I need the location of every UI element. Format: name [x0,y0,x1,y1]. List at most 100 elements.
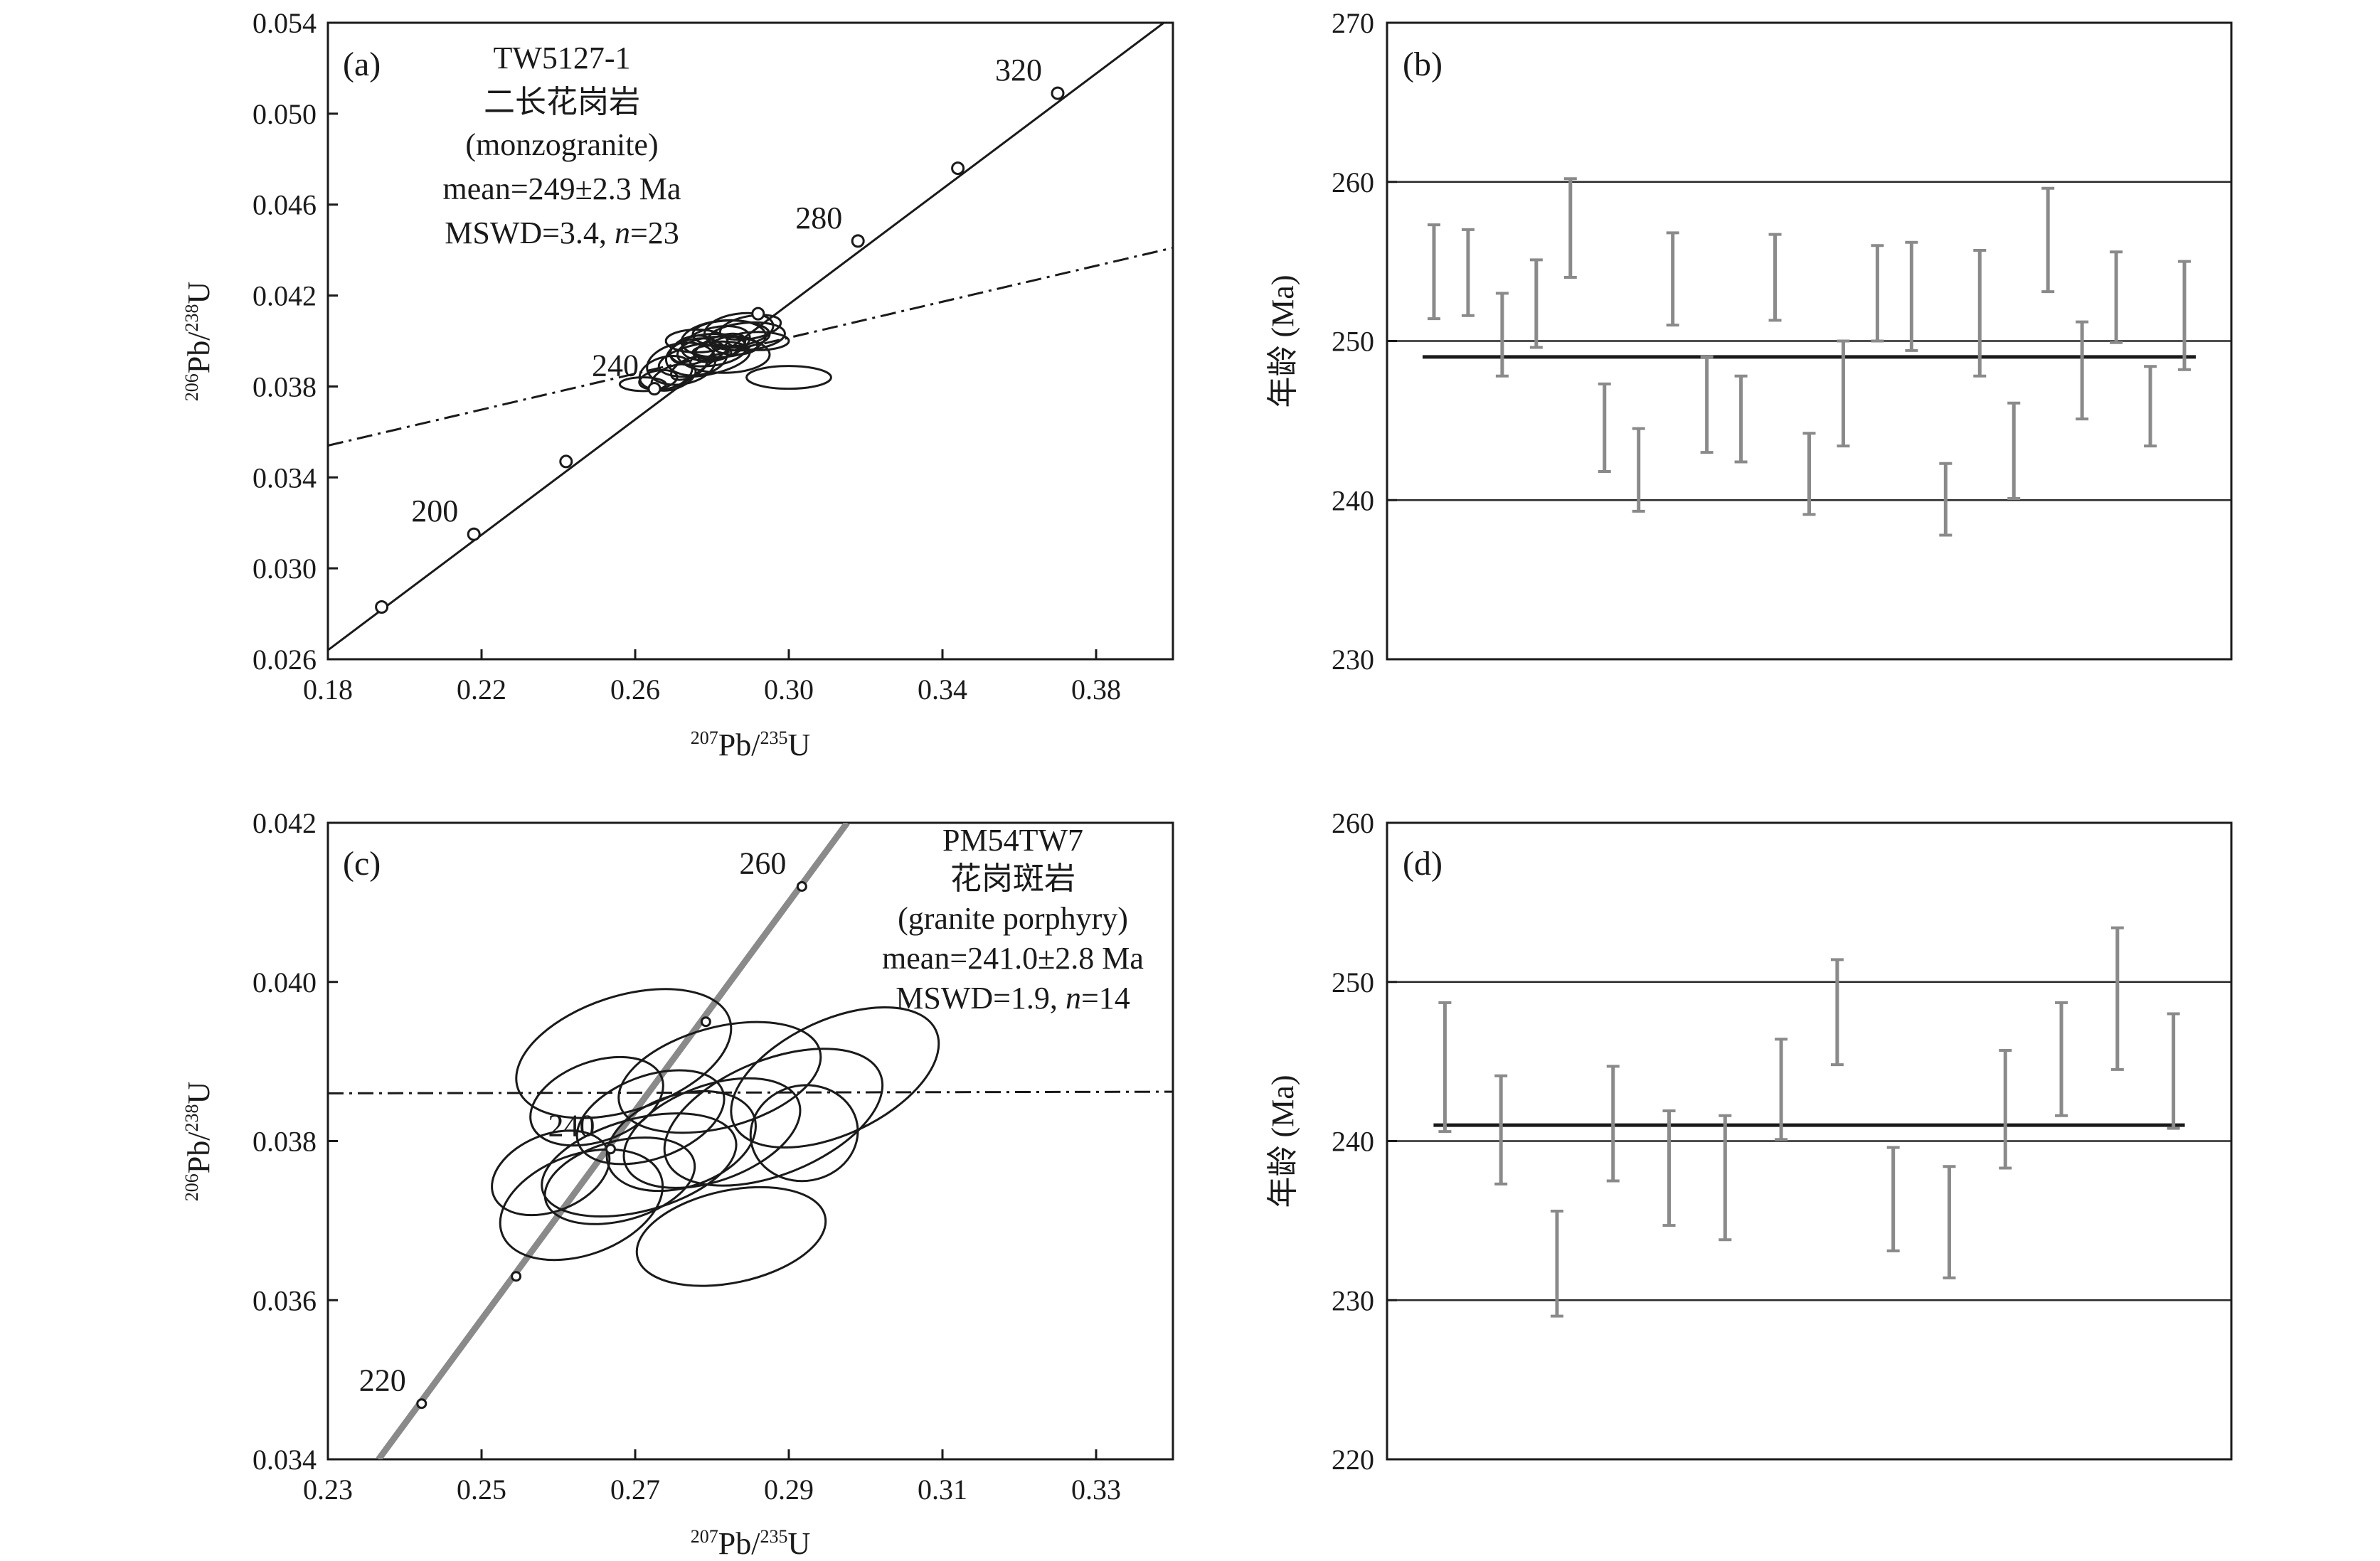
error-bar [1830,958,1844,1067]
concordia-age-point [375,600,389,614]
x-tick-label: 0.33 [1071,1474,1121,1506]
x-tick-label: 0.23 [303,1474,353,1506]
y-tick-label: 0.026 [253,644,317,676]
error-bar [1886,1146,1900,1252]
panel-a-discordia-line [328,246,1173,447]
panel-d-error-bars [1438,926,2180,1318]
panel-c-x-ticks: 0.23 0.25 0.27 0.29 0.31 0.33 [303,1449,1121,1506]
error-ellipse [691,344,733,361]
panel-c-x-axis-label: 207Pb/235U [691,1526,810,1561]
panel-a-rock-name: 二长花岗岩 [484,85,640,119]
panel-a-rock-name-en: (monzogranite) [465,127,658,162]
concordia-age-label: 240 [592,348,639,383]
panel-c-rock-name-en: (granite porphyry) [898,901,1128,936]
error-bar [2178,260,2192,371]
x-tick-label: 0.26 [610,673,660,705]
error-bar [2167,1012,2180,1130]
concordia-age-label: 220 [359,1363,406,1398]
panel-b-label: (b) [1403,46,1443,83]
panel-c: 0.23 0.25 0.27 0.29 0.31 0.33 0.034 0.036 0.038… [181,807,1174,1561]
error-ellipse [575,1069,726,1166]
error-bar [1905,240,1918,352]
error-ellipse [669,334,717,366]
error-bar [1999,1048,2012,1170]
panel-a-mean-age: mean=249±2.3 Ma [443,171,681,206]
panel-c-annotation: PM54TW7 花岗斑岩 (granite porphyry) mean=241… [882,823,1144,1016]
error-ellipse [515,988,733,1119]
concordia-age-label: 260 [739,846,786,881]
concordia-age-point [605,1144,616,1155]
error-ellipse [635,1186,827,1287]
concordia-age-point [851,234,865,248]
y-tick-label: 0.050 [253,98,317,130]
y-tick-label: 220 [1332,1444,1374,1476]
x-tick-label: 0.30 [764,673,814,705]
concordia-age-point [647,382,662,396]
x-tick-label: 0.34 [918,673,967,705]
panel-c-concordia-points: 220 240 260 [359,846,807,1410]
panel-d-y-ticks: 220 230 240 250 260 [1332,807,1397,1476]
panel-d: 220 230 240 250 260 (d) 年龄 (Ma) [1265,807,2233,1476]
error-bar [2110,926,2124,1071]
error-ellipse [745,365,832,390]
concordia-age-point [1051,86,1065,100]
panel-c-label: (c) [343,845,381,883]
error-ellipse [617,1021,822,1134]
panel-b-y-axis-label: 年龄 (Ma) [1265,275,1300,408]
error-bar [2041,186,2055,294]
error-bar [1550,1209,1563,1318]
panel-d-y-axis-label: 年龄 (Ma) [1265,1075,1300,1208]
y-tick-label: 0.042 [253,280,317,312]
concordia-age-point [951,161,965,176]
error-bar [2055,1001,2068,1117]
panel-d-label: (d) [1403,845,1443,883]
panel-c-rock-name: 花岗斑岩 [950,861,1075,896]
error-bar [2076,320,2089,421]
panel-c-sample-id: PM54TW7 [942,823,1083,858]
error-bar [1718,1114,1732,1242]
panel-c-mswd: MSWD=1.9, n=14 [896,981,1130,1016]
panel-b: 230 240 250 260 270 (b) 年龄 (Ma) [1265,7,2233,676]
y-tick-label: 270 [1332,7,1374,39]
error-bar [1734,374,1748,464]
error-ellipse [622,1077,802,1189]
x-tick-label: 0.29 [764,1474,814,1506]
error-bar [1563,177,1577,279]
x-tick-label: 0.22 [457,673,506,705]
panel-b-error-bars [1427,177,2192,537]
error-bar [1666,231,1679,327]
concordia-age-point [700,1016,711,1028]
panel-a-x-axis-label: 207Pb/235U [691,728,810,762]
concordia-age-label: 200 [411,494,458,528]
y-tick-label: 0.040 [253,966,317,998]
error-bar [1939,462,1953,537]
panel-c-y-axis-label: 206Pb/238U [181,1082,216,1201]
panel-a-frame [326,21,1174,661]
error-bar [2110,250,2123,344]
panel-a-mswd: MSWD=3.4, n=23 [445,215,679,250]
error-bar [2007,401,2021,501]
x-tick-label: 0.38 [1071,673,1121,705]
error-bar [1802,432,1816,516]
y-tick-label: 250 [1332,966,1374,998]
panel-a-concordia-points: 200 240 280 320 [375,53,1065,614]
y-tick-label: 0.034 [253,1444,317,1476]
error-bar [1775,1038,1788,1141]
error-ellipse [499,1148,664,1262]
error-ellipse [543,1136,696,1225]
error-bar [1495,292,1509,378]
panel-c-ellipses [491,988,940,1287]
panel-a-ellipses [618,311,832,393]
panel-d-gridlines [1387,981,2231,1301]
error-bar [2144,365,2157,448]
y-tick-label: 0.054 [253,7,317,39]
error-bar [1973,248,1987,378]
error-bar [1837,339,1850,448]
panel-a-y-ticks: 0.026 0.030 0.034 0.038 0.042 0.046 0.050 0.054 [253,7,338,676]
error-bar [1598,382,1611,473]
y-tick-label: 0.038 [253,371,317,403]
x-tick-label: 0.27 [610,1474,660,1506]
x-tick-label: 0.25 [457,1474,506,1506]
concordia-age-point [751,307,765,321]
error-bar [1529,258,1543,349]
